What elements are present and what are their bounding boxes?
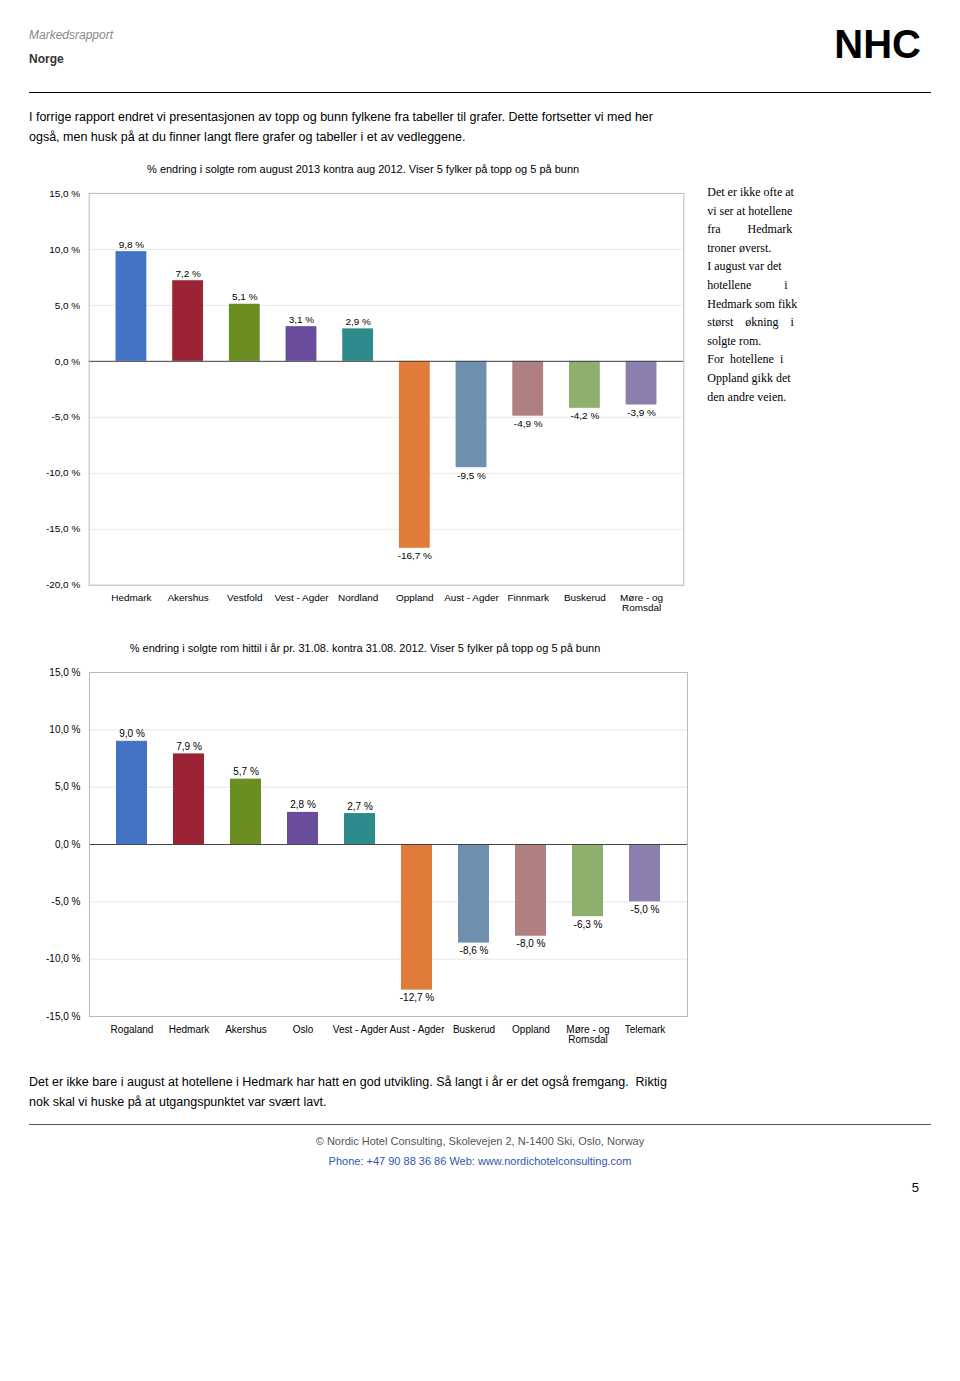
html-text:Det er ikke bare i august at h: Det er ikke bare i august at hotellene i… xyxy=(29,1075,667,1090)
svg-text:Nordland: Nordland xyxy=(338,592,378,603)
svg-text:Vest - Agder: Vest - Agder xyxy=(274,592,329,603)
html-text:I forrige rapport endret vi pr: I forrige rapport endret vi presentasjon… xyxy=(29,110,653,124)
html-text:% endring i solgte rom august: % endring i solgte rom august 2013 kontr… xyxy=(147,163,580,175)
svg-text:10,0 %: 10,0 % xyxy=(49,244,80,255)
svg-text:Akershus: Akershus xyxy=(225,1024,267,1035)
svg-text:Akershus: Akershus xyxy=(167,592,208,603)
svg-text:5,1 %: 5,1 % xyxy=(232,291,258,302)
svg-text:Rogaland: Rogaland xyxy=(111,1024,154,1035)
svg-text:10,0 %: 10,0 % xyxy=(49,725,80,736)
html-text:NHC: NHC xyxy=(834,22,921,66)
html-text:5: 5 xyxy=(911,1180,919,1196)
svg-text:5,0 %: 5,0 % xyxy=(55,300,81,311)
svg-text:Vestfold: Vestfold xyxy=(227,592,262,603)
svg-text:-3,9 %: -3,9 % xyxy=(627,407,656,418)
svg-text:-5,0 %: -5,0 % xyxy=(631,904,660,915)
svg-text:-10,0 %: -10,0 % xyxy=(46,954,81,965)
svg-text:Møre - ogRomsdal: Møre - ogRomsdal xyxy=(566,1024,609,1045)
svg-text:Aust - Agder: Aust - Agder xyxy=(444,592,499,603)
svg-text:15,0 %: 15,0 % xyxy=(49,667,80,678)
svg-text:9,0 %: 9,0 % xyxy=(119,729,145,740)
svg-text:-12,7 %: -12,7 % xyxy=(400,993,435,1004)
svg-text:-4,9 %: -4,9 % xyxy=(514,418,543,429)
svg-text:-15,0 %: -15,0 % xyxy=(46,523,80,534)
svg-text:-16,7 %: -16,7 % xyxy=(398,550,432,561)
svg-text:7,2 %: 7,2 % xyxy=(175,268,201,279)
svg-text:Møre - ogRomsdal: Møre - ogRomsdal xyxy=(620,592,663,613)
svg-text:5,0 %: 5,0 % xyxy=(55,782,81,793)
svg-text:Finnmark: Finnmark xyxy=(507,592,548,603)
html-text:Phone: +47 90 88 36 86 Web: ww: Phone: +47 90 88 36 86 Web: www.nordicho… xyxy=(328,1155,632,1168)
svg-text:2,8 %: 2,8 % xyxy=(290,800,316,811)
svg-text:Buskerud: Buskerud xyxy=(453,1024,495,1035)
svg-text:9,8 %: 9,8 % xyxy=(119,239,145,250)
svg-text:2,7 %: 2,7 % xyxy=(347,801,373,812)
svg-text:Hedmark: Hedmark xyxy=(169,1024,211,1035)
svg-text:Aust - Agder: Aust - Agder xyxy=(389,1024,445,1035)
svg-text:Vest - Agder: Vest - Agder xyxy=(333,1024,388,1035)
svg-text:-6,3 %: -6,3 % xyxy=(574,919,603,930)
svg-text:-10,0 %: -10,0 % xyxy=(46,467,80,478)
svg-text:-8,6 %: -8,6 % xyxy=(460,946,489,957)
svg-text:-5,0 %: -5,0 % xyxy=(51,411,80,422)
svg-text:7,9 %: 7,9 % xyxy=(176,741,202,752)
svg-text:5,7 %: 5,7 % xyxy=(233,767,259,778)
svg-text:0,0 %: 0,0 % xyxy=(55,839,81,850)
html-text:nok skal vi huske på at utgang: nok skal vi huske på at utgangspunktet v… xyxy=(29,1095,327,1110)
svg-text:0,0 %: 0,0 % xyxy=(55,356,81,367)
html-text:% endring i solgte rom hittil: % endring i solgte rom hittil i år pr. 3… xyxy=(129,642,601,655)
html-text:Det er ikke ofte at vi ser at: Det er ikke ofte at vi ser at hotellene … xyxy=(707,185,798,404)
svg-text:3,1 %: 3,1 % xyxy=(289,314,315,325)
svg-text:Telemark: Telemark xyxy=(625,1024,667,1035)
svg-text:Oppland: Oppland xyxy=(396,592,434,603)
svg-text:15,0 %: 15,0 % xyxy=(49,188,80,199)
svg-text:-4,2 %: -4,2 % xyxy=(571,410,600,421)
svg-text:-8,0 %: -8,0 % xyxy=(517,939,546,950)
svg-text:Hedmark: Hedmark xyxy=(111,592,151,603)
html-text:også, men husk på at du finner: også, men husk på at du finner langt fle… xyxy=(29,130,466,144)
svg-text:Buskerud: Buskerud xyxy=(564,592,606,603)
html-text:Markedsrapport: Markedsrapport xyxy=(29,28,113,42)
html-text:Norge: Norge xyxy=(29,52,64,66)
html-text:© Nordic Hotel Consulting, Sko: © Nordic Hotel Consulting, Skolevejen 2,… xyxy=(315,1135,645,1148)
svg-text:-20,0 %: -20,0 % xyxy=(46,579,80,590)
svg-text:2,9 %: 2,9 % xyxy=(345,316,371,327)
svg-text:Oslo: Oslo xyxy=(293,1024,314,1035)
svg-text:-15,0 %: -15,0 % xyxy=(46,1011,81,1022)
svg-text:-5,0 %: -5,0 % xyxy=(52,897,81,908)
svg-text:Oppland: Oppland xyxy=(512,1024,550,1035)
svg-text:-9,5 %: -9,5 % xyxy=(457,470,486,481)
